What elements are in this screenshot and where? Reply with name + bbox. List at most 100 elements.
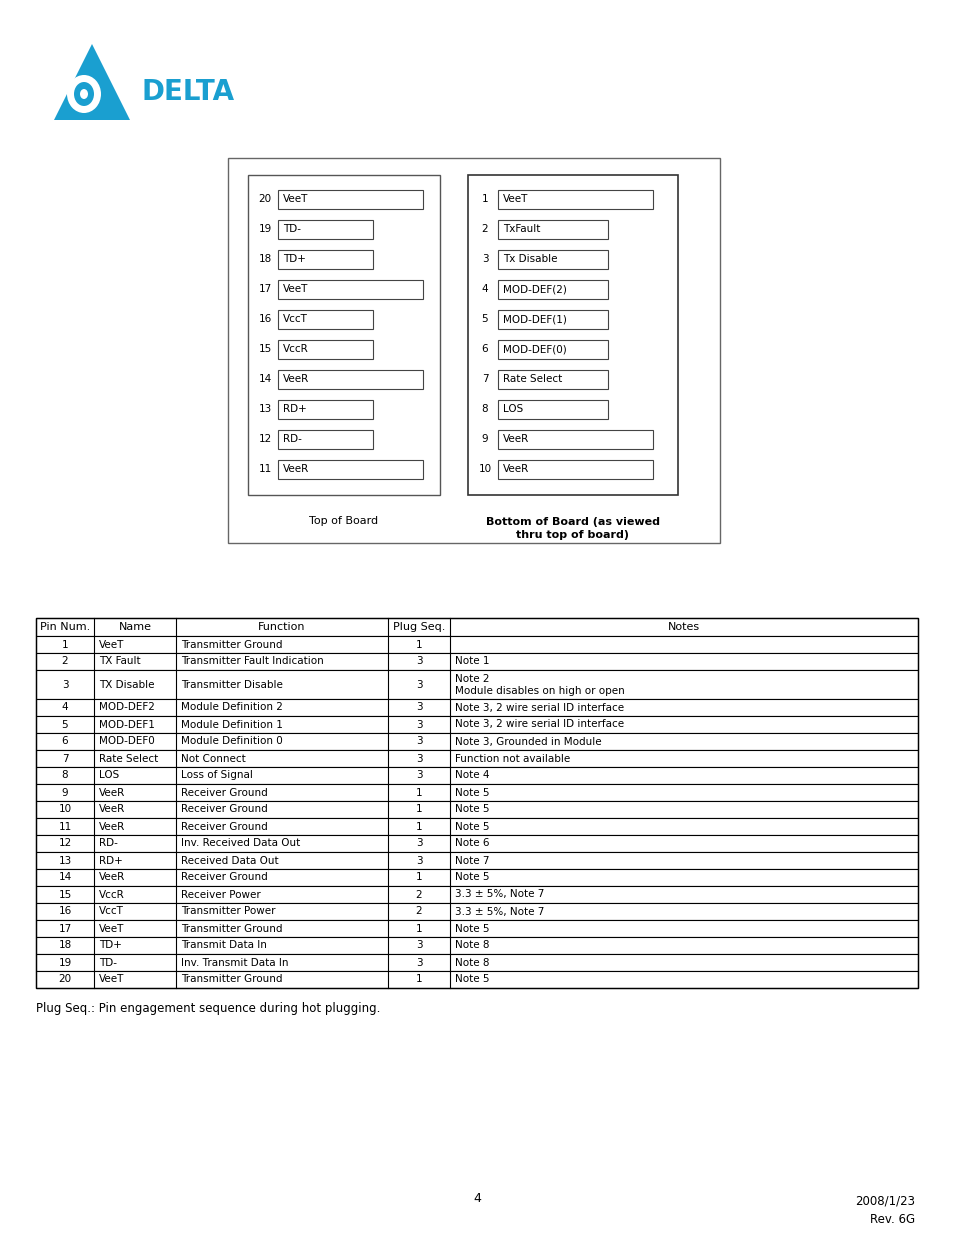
- Text: Receiver Ground: Receiver Ground: [181, 788, 268, 798]
- Ellipse shape: [67, 75, 101, 112]
- Bar: [36, 869, 917, 885]
- Text: 3.3 ± 5%, Note 7: 3.3 ± 5%, Note 7: [455, 906, 544, 916]
- Text: 12: 12: [58, 839, 71, 848]
- Text: Transmitter Ground: Transmitter Ground: [181, 974, 282, 984]
- Bar: [497, 190, 652, 209]
- Text: 3: 3: [416, 736, 422, 746]
- Bar: [228, 158, 720, 543]
- Text: Note 7: Note 7: [455, 856, 489, 866]
- Ellipse shape: [80, 89, 88, 99]
- Text: Module disables on high or open: Module disables on high or open: [455, 685, 624, 695]
- Text: 12: 12: [258, 435, 272, 445]
- Text: Receiver Ground: Receiver Ground: [181, 821, 268, 831]
- Text: TX Fault: TX Fault: [99, 657, 140, 667]
- Text: 19: 19: [58, 957, 71, 967]
- Text: Transmitter Ground: Transmitter Ground: [181, 640, 282, 650]
- Text: Note 8: Note 8: [455, 957, 489, 967]
- Text: LOS: LOS: [99, 771, 119, 781]
- Bar: [277, 249, 373, 269]
- Text: VeeT: VeeT: [99, 974, 124, 984]
- Bar: [277, 459, 422, 479]
- Text: RD-: RD-: [283, 435, 301, 445]
- Text: 4: 4: [481, 284, 488, 294]
- Text: VeeR: VeeR: [283, 374, 309, 384]
- Text: Name: Name: [118, 622, 152, 632]
- Text: MOD-DEF2: MOD-DEF2: [99, 703, 154, 713]
- Bar: [36, 971, 917, 988]
- Text: 2008/1/23
Rev. 6G: 2008/1/23 Rev. 6G: [854, 1195, 914, 1226]
- Text: Bottom of Board (as viewed
thru top of board): Bottom of Board (as viewed thru top of b…: [485, 517, 659, 540]
- Text: 1: 1: [416, 821, 422, 831]
- Text: Note 5: Note 5: [455, 872, 489, 883]
- Text: MOD-DEF0: MOD-DEF0: [99, 736, 154, 746]
- Text: 1: 1: [416, 924, 422, 934]
- Bar: [277, 280, 422, 299]
- Text: 1: 1: [416, 804, 422, 815]
- Bar: [497, 340, 607, 359]
- Text: 2: 2: [481, 225, 488, 235]
- Text: Pin Num.: Pin Num.: [40, 622, 90, 632]
- Text: Not Connect: Not Connect: [181, 753, 246, 763]
- Text: Notes: Notes: [667, 622, 700, 632]
- Text: 9: 9: [481, 435, 488, 445]
- Bar: [277, 400, 373, 419]
- Text: VeeR: VeeR: [502, 464, 529, 474]
- Text: VeeR: VeeR: [99, 821, 125, 831]
- Text: Note 2: Note 2: [455, 674, 489, 684]
- Text: Note 3, 2 wire serial ID interface: Note 3, 2 wire serial ID interface: [455, 720, 623, 730]
- Bar: [36, 953, 917, 971]
- Bar: [36, 802, 917, 818]
- Text: 3: 3: [416, 957, 422, 967]
- Text: DELTA: DELTA: [142, 78, 234, 106]
- Text: TD-: TD-: [99, 957, 117, 967]
- Text: Note 5: Note 5: [455, 821, 489, 831]
- Text: Inv. Transmit Data In: Inv. Transmit Data In: [181, 957, 288, 967]
- Text: Note 5: Note 5: [455, 974, 489, 984]
- Text: 4: 4: [62, 703, 69, 713]
- Text: 15: 15: [58, 889, 71, 899]
- Bar: [36, 784, 917, 802]
- Bar: [36, 636, 917, 653]
- Text: Tx Disable: Tx Disable: [502, 254, 557, 264]
- Text: Rate Select: Rate Select: [502, 374, 561, 384]
- Text: 18: 18: [258, 254, 272, 264]
- Bar: [497, 430, 652, 450]
- Bar: [497, 280, 607, 299]
- Bar: [277, 310, 373, 329]
- Text: 3: 3: [416, 771, 422, 781]
- Text: 5: 5: [481, 315, 488, 325]
- Text: VeeT: VeeT: [99, 640, 124, 650]
- Bar: [36, 852, 917, 869]
- Text: Transmitter Ground: Transmitter Ground: [181, 924, 282, 934]
- Text: Receiver Ground: Receiver Ground: [181, 804, 268, 815]
- Text: 17: 17: [58, 924, 71, 934]
- Bar: [497, 370, 607, 389]
- Text: Receiver Ground: Receiver Ground: [181, 872, 268, 883]
- Text: 20: 20: [258, 194, 272, 205]
- Text: VccR: VccR: [99, 889, 125, 899]
- Text: 18: 18: [58, 941, 71, 951]
- Text: 10: 10: [58, 804, 71, 815]
- Text: Receiver Power: Receiver Power: [181, 889, 260, 899]
- Text: 1: 1: [416, 974, 422, 984]
- Text: 5: 5: [62, 720, 69, 730]
- Bar: [36, 937, 917, 953]
- Text: Note 5: Note 5: [455, 924, 489, 934]
- Bar: [36, 835, 917, 852]
- Text: 3: 3: [416, 679, 422, 689]
- Bar: [36, 699, 917, 716]
- Text: 3: 3: [416, 720, 422, 730]
- Text: MOD-DEF(2): MOD-DEF(2): [502, 284, 566, 294]
- Text: Module Definition 0: Module Definition 0: [181, 736, 282, 746]
- Text: 9: 9: [62, 788, 69, 798]
- Text: 3: 3: [62, 679, 69, 689]
- Text: 11: 11: [58, 821, 71, 831]
- Text: 16: 16: [258, 315, 272, 325]
- Bar: [497, 400, 607, 419]
- Text: 13: 13: [258, 405, 272, 415]
- Text: Function: Function: [258, 622, 305, 632]
- Text: Transmit Data In: Transmit Data In: [181, 941, 267, 951]
- Text: 20: 20: [58, 974, 71, 984]
- Bar: [277, 430, 373, 450]
- Text: 6: 6: [481, 345, 488, 354]
